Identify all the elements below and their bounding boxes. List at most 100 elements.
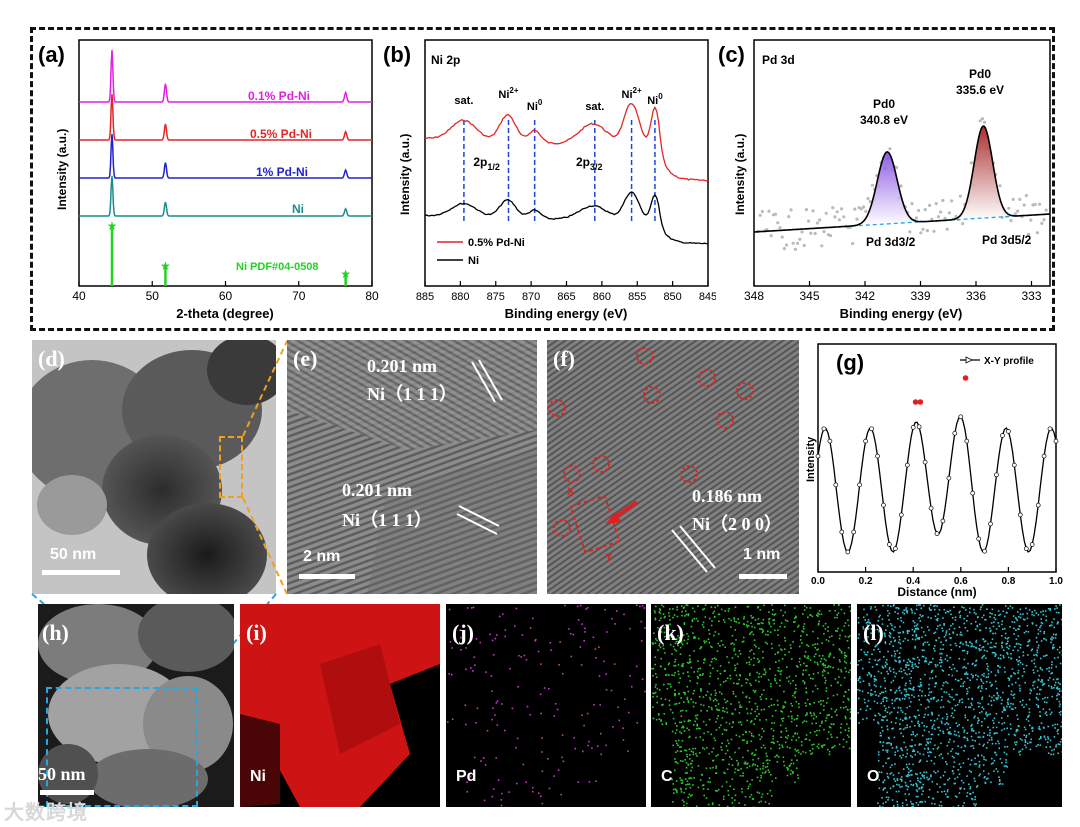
panel-a-xtick-3: 70 (292, 289, 306, 303)
panel-f-fringe-plane: Ni（2 0 0） (692, 514, 782, 534)
panel-l-letter: (l) (863, 620, 884, 645)
panel-c-xtick-2: 342 (855, 289, 875, 303)
panel-h-scalebar (40, 790, 94, 795)
panel-f-pd-site-0 (636, 347, 654, 365)
panel-c-letter: (c) (718, 42, 745, 67)
panel-i-letter: (i) (246, 620, 267, 645)
panel-i-eds-ni: (i) Ni (240, 604, 440, 807)
panel-g-line-profile-chart: (g) X-Y profile 0.0 0.2 0.4 0.6 0.8 1.0 Dista… (805, 343, 1063, 599)
panel-b-annotation-4: Ni2+ (622, 86, 642, 101)
panel-c-xtick-4: 336 (966, 289, 986, 303)
panel-e-hrtem-image: (e) 0.201 nm Ni（1 1 1） 0.201 nm Ni（1 1 1… (287, 340, 537, 594)
panel-f-pd-site-9 (553, 519, 571, 537)
panel-f-scale-label: 1 nm (743, 546, 781, 563)
panel-b-xtick-7: 850 (663, 291, 681, 303)
panel-a-xtick-0: 40 (72, 289, 86, 303)
panel-a-curve-label-3: Ni (292, 202, 304, 216)
panel-b-xtick-0: 885 (416, 291, 434, 303)
panel-c-xtick-0: 348 (744, 289, 764, 303)
panel-a-letter: (a) (38, 42, 65, 67)
panel-c-peak2-fill (955, 126, 1012, 220)
panel-f-pd-site-8 (680, 465, 698, 483)
panel-f-letter: (f) (553, 346, 575, 371)
panel-a-curve-label-1: 0.5% Pd-Ni (250, 127, 312, 141)
panel-a-ref-star-1: ★ (160, 259, 171, 273)
panel-f-pd-site-3 (643, 386, 661, 404)
panel-b-xtick-4: 865 (557, 291, 575, 303)
top-row-frame (30, 27, 1055, 331)
panel-g-pd-marker-1 (917, 399, 924, 405)
panel-i-element: Ni (250, 768, 266, 785)
panel-f-marker-x: X (567, 486, 575, 498)
panel-c-peak1-energy: 340.8 eV (860, 113, 908, 127)
panel-c-xtick-1: 345 (799, 289, 819, 303)
panel-g-xtick-2: 0.4 (906, 576, 920, 587)
panel-b-xtick-5: 860 (593, 291, 611, 303)
panel-a-xrd-chart: (a) 0.1% Pd-Ni 0.5% Pd-Ni 1% Pd-Ni Ni ★ ★… (38, 39, 379, 321)
panel-b-xtick-8: 845 (699, 291, 716, 303)
panel-c-plot-frame (753, 39, 1051, 287)
panel-e-fringe2-spacing: 0.201 nm (342, 480, 413, 500)
panel-f-fringe-spacing: 0.186 nm (692, 486, 763, 506)
panel-f-pd-site-2 (736, 382, 754, 400)
panel-j-eds-pd: (j) Pd (446, 604, 646, 807)
panel-c-peak2-energy: 335.6 eV (956, 83, 1004, 97)
panel-e-scale-label: 2 nm (303, 548, 341, 565)
panel-h-haadf-image: (h) 50 nm (38, 604, 234, 807)
panel-b-xtick-2: 875 (487, 291, 505, 303)
panel-a-curve-1 (79, 93, 372, 141)
panel-g-legend: X-Y profile (984, 356, 1034, 367)
panel-a-curve-3 (79, 175, 372, 217)
panel-b-annotation-3: sat. (585, 101, 604, 113)
panel-e-fringe1-spacing: 0.201 nm (367, 356, 438, 376)
panel-b-curve-0-5pct-pd-ni (424, 103, 709, 182)
panel-a-xtick-4: 80 (365, 289, 379, 303)
panel-g-xtick-3: 0.6 (954, 576, 968, 587)
panel-a-curve-label-0: 0.1% Pd-Ni (248, 89, 310, 103)
panel-g-plot-frame (817, 343, 1057, 573)
panel-g-xtick-4: 0.8 (1001, 576, 1015, 587)
panel-d-letter: (d) (38, 346, 65, 371)
panel-c-title: Pd 3d (762, 53, 795, 67)
panel-g-ylabel: Intensity (805, 436, 817, 482)
panel-j-letter: (j) (452, 620, 474, 645)
panel-g-xtick-1: 0.2 (859, 576, 873, 587)
panel-g-pd-marker-0 (912, 399, 919, 405)
panel-g-letter: (g) (836, 350, 864, 375)
panel-e-fringe1-plane: Ni（1 1 1） (367, 384, 457, 404)
panel-c-peak1-component: Pd 3d3/2 (866, 235, 916, 249)
panel-b-annotation-0: sat. (454, 95, 473, 107)
panel-a-ref-star-0: ★ (107, 219, 118, 233)
panel-f-pd-site-5 (716, 411, 734, 429)
panel-c-xtick-3: 339 (910, 289, 930, 303)
panel-f-pd-site-4 (548, 399, 566, 417)
panel-g-pd-marker-2 (962, 375, 969, 381)
panel-f-pd-site-6 (592, 455, 610, 473)
panel-b-xtick-1: 880 (451, 291, 469, 303)
panel-a-ylabel: Intensity (a.u.) (55, 129, 69, 210)
panel-b-xtick-3: 870 (522, 291, 540, 303)
panel-c-xlabel: Binding energy (eV) (840, 306, 963, 321)
panel-b-title: Ni 2p (431, 53, 460, 67)
panel-c-envelope (753, 125, 1051, 233)
watermark: 大数跨境 (4, 802, 88, 824)
panel-c-peak1-name: Pd0 (873, 97, 895, 111)
panel-a-ref-star-2: ★ (340, 267, 351, 281)
panel-b-letter: (b) (383, 42, 411, 67)
panel-a-curve-0 (79, 49, 372, 103)
panel-h-letter: (h) (42, 620, 69, 645)
panel-k-element: C (661, 768, 673, 785)
panel-b-xlabel: Binding energy (eV) (505, 306, 628, 321)
panel-f-scalebar (739, 574, 787, 579)
panel-c-ylabel: Intensity (a.u.) (733, 134, 747, 215)
panel-l-eds-o: (l) O (857, 604, 1062, 807)
panel-g-xtick-0: 0.0 (811, 576, 825, 587)
panel-c-peak2-name: Pd0 (969, 67, 991, 81)
panel-a-xtick-1: 50 (146, 289, 160, 303)
panel-a-xlabel: 2-theta (degree) (176, 306, 274, 321)
panel-h-scale-label: 50 nm (38, 764, 86, 784)
panel-c-xps-pd3d-chart: (c) Pd 3d 348 345 342 339 336 333 Pd0 340.8 e… (718, 39, 1051, 321)
panel-b-legend-1: Ni (468, 255, 479, 267)
panel-b-orbital-label-1: 2p3/2 (576, 155, 603, 172)
panel-d-tem-image: (d) 50 nm (32, 340, 276, 594)
